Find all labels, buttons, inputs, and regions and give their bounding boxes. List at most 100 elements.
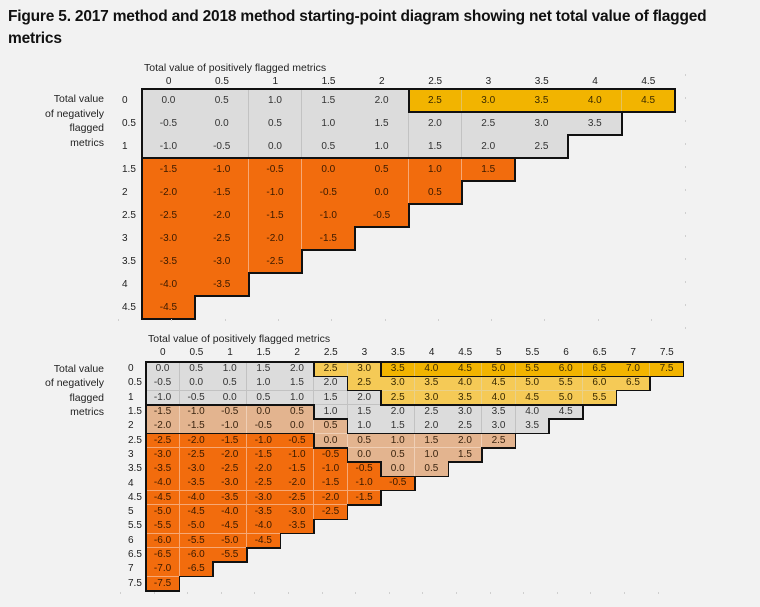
grid-cell: 0.5 (301, 135, 356, 159)
zone-border (141, 272, 143, 297)
grid-cell: 0.5 (213, 376, 248, 392)
column-label: 0.5 (189, 347, 204, 358)
grid-cell: 0.5 (195, 89, 250, 113)
row-label: 7.5 (128, 577, 142, 589)
zone-border (548, 361, 584, 363)
grid-cell: -0.5 (142, 112, 196, 136)
zone-border (279, 532, 282, 549)
row-label: 0.5 (122, 117, 136, 129)
grid-cell: -2.0 (248, 227, 303, 251)
guide-tick (544, 319, 546, 321)
zone-border (313, 447, 349, 449)
grid-cell: 4.0 (448, 376, 483, 392)
zone-border (620, 88, 676, 90)
zone-border (582, 361, 618, 363)
zone-border (514, 361, 550, 363)
zone-border (615, 375, 651, 378)
grid-cell: -3.0 (179, 462, 214, 477)
zone-border (212, 361, 248, 363)
zone-border (300, 249, 303, 274)
zone-border (313, 518, 315, 535)
zone-border (346, 447, 349, 463)
grid-cell: 3.5 (414, 376, 449, 392)
column-label: 1 (272, 76, 279, 87)
grid-cell: 0.0 (355, 181, 409, 205)
grid-cell: -3.0 (246, 490, 281, 506)
zone-border (567, 134, 570, 159)
grid-cell: 2.0 (280, 362, 315, 377)
guide-tick (685, 120, 686, 122)
grid-cell: -2.5 (248, 250, 303, 274)
column-label: 2.5 (323, 347, 338, 358)
grid-cell: 0.5 (347, 433, 382, 449)
zone-border (620, 111, 676, 113)
zone-border (514, 111, 570, 113)
grid-cell: 4.5 (621, 89, 676, 113)
zone-border (548, 418, 550, 435)
column-label: 5 (496, 347, 502, 358)
grid-cell: -0.5 (195, 135, 250, 159)
grid-cell: -5.5 (146, 519, 181, 535)
guide-tick (685, 281, 686, 283)
zone-border (145, 475, 147, 492)
x-axis-title: Total value of positively flagged metric… (148, 333, 331, 345)
grid-cell: -6.5 (179, 562, 214, 577)
column-label: 1.5 (321, 76, 336, 87)
zone-border (447, 375, 483, 378)
zone-border (141, 180, 143, 205)
grid-cell: 1.5 (314, 390, 349, 406)
grid-cell: -4.0 (213, 505, 248, 520)
zone-border (212, 561, 248, 563)
guide-tick (388, 592, 390, 594)
zone-border (194, 295, 197, 320)
grid-cell: -2.0 (213, 447, 248, 463)
zone-border (141, 111, 143, 136)
grid-cell: 1.0 (408, 158, 463, 182)
zone-border (354, 88, 410, 90)
grid-cell: -6.5 (146, 547, 181, 563)
zone-border (514, 404, 550, 406)
row-label: 4 (128, 477, 134, 489)
zone-border (481, 447, 483, 463)
zone-border (674, 88, 676, 113)
zone-border (145, 418, 147, 435)
y-axis-title-line: metrics (70, 405, 104, 418)
grid-cell: 4.0 (515, 404, 550, 420)
zone-border (145, 361, 147, 378)
zone-border (649, 361, 685, 363)
column-label: 5.5 (525, 347, 540, 358)
zone-border (145, 361, 181, 363)
zone-border (346, 361, 382, 363)
zone-border (481, 361, 517, 363)
zone-border (346, 504, 349, 521)
grid-cell: -3.0 (213, 476, 248, 492)
zone-border (178, 361, 214, 363)
zone-border (460, 180, 517, 182)
figure-title: Figure 5. 2017 method and 2018 method st… (8, 8, 707, 47)
guide-tick (556, 592, 558, 594)
grid-cell: -2.5 (213, 462, 248, 477)
zone-border (279, 361, 315, 363)
guide-tick (422, 592, 424, 594)
zone-border (447, 461, 450, 478)
zone-border (514, 157, 517, 182)
grid-cell: -2.0 (179, 433, 214, 449)
zone-border (407, 157, 463, 159)
y-axis-title-line: of negatively (45, 107, 104, 120)
zone-border (246, 432, 282, 435)
guide-tick (657, 592, 659, 594)
zone-border (212, 432, 248, 435)
column-label: 7 (630, 347, 636, 358)
zone-border (313, 361, 315, 378)
grid-cell: -1.0 (246, 433, 281, 449)
zone-border (145, 404, 181, 406)
zone-border (615, 361, 651, 363)
grid-cell: 4.0 (568, 89, 623, 113)
grid-cell: -3.5 (146, 462, 181, 477)
grid-cell: 3.0 (381, 376, 416, 392)
grid-cell: -1.5 (347, 490, 382, 506)
zone-border (145, 504, 147, 521)
zone-border (514, 432, 550, 435)
grid-cell: -3.5 (195, 273, 250, 297)
row-label: 2 (128, 420, 134, 432)
